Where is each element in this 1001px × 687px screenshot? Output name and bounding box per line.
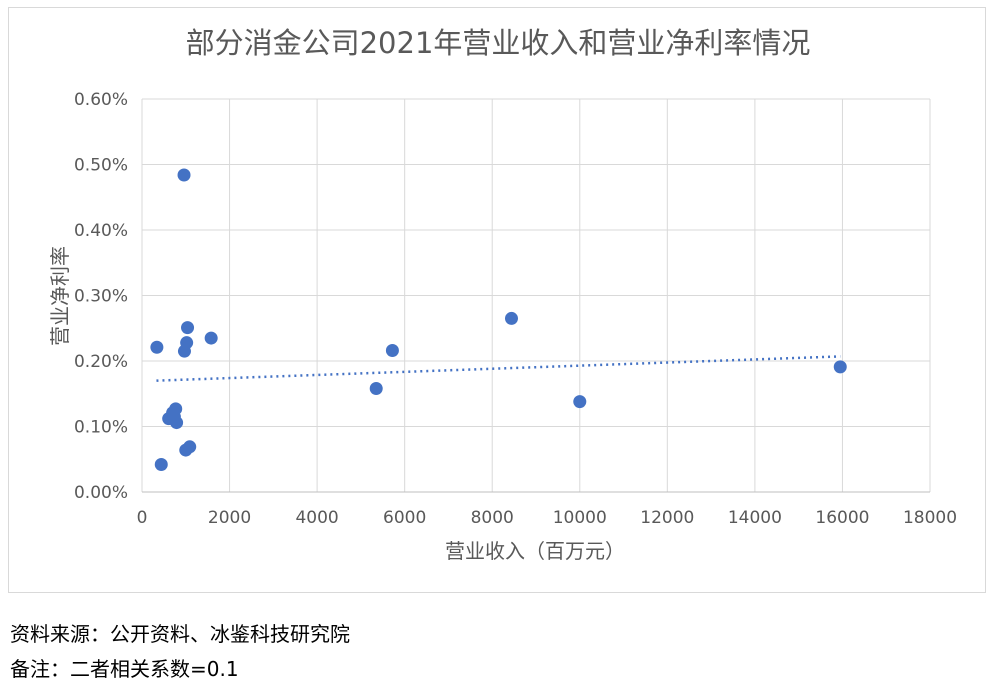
x-tick-label: 16000 [815,508,869,528]
y-tick-label: 0.50% [74,156,128,176]
data-point [170,416,184,430]
y-tick-label: 0.10% [74,418,128,438]
data-point [204,331,218,345]
data-point [150,340,164,354]
y-tick-label: 0.30% [74,287,128,307]
trendline [156,355,841,382]
data-point [154,457,168,471]
y-tick-label: 0.00% [74,483,128,503]
x-tick-label: 0 [137,508,148,528]
x-tick-label: 4000 [295,508,338,528]
data-point [573,395,587,409]
y-tick-label: 0.60% [74,90,128,110]
x-tick-label: 6000 [383,508,426,528]
chart-frame: 部分消金公司2021年营业收入和营业净利率情况 0 2000 4000 6000 800… [8,7,986,593]
data-point [177,168,191,182]
scatter-chart: 部分消金公司2021年营业收入和营业净利率情况 0 2000 4000 6000 800… [48,26,957,563]
y-tick-label: 0.40% [74,221,128,241]
x-tick-label: 18000 [903,508,957,528]
data-point [385,344,399,358]
x-tick-label: 8000 [471,508,514,528]
x-tick-label: 10000 [553,508,607,528]
x-tick-label: 12000 [640,508,694,528]
source-note: 资料来源：公开资料、冰鉴科技研究院 [10,622,350,646]
chart-title: 部分消金公司2021年营业收入和营业净利率情况 [186,26,811,60]
x-tick-label: 14000 [728,508,782,528]
data-point [369,382,383,396]
y-tick-label: 0.20% [74,352,128,372]
y-axis-title: 营业净利率 [48,246,72,346]
remark-note: 备注：二者相关系数=0.1 [10,657,239,681]
data-point [504,311,518,325]
data-point [169,402,183,416]
gridlines [141,98,931,493]
x-tick-label: 2000 [208,508,251,528]
axes: 0 2000 4000 6000 8000 10000 12000 14000 16000 180… [74,90,957,528]
data-point [833,360,847,374]
data-points [150,168,847,471]
data-point [183,440,197,454]
data-point [180,336,194,350]
data-point [181,321,195,335]
x-axis-title: 营业收入（百万元） [445,539,625,563]
